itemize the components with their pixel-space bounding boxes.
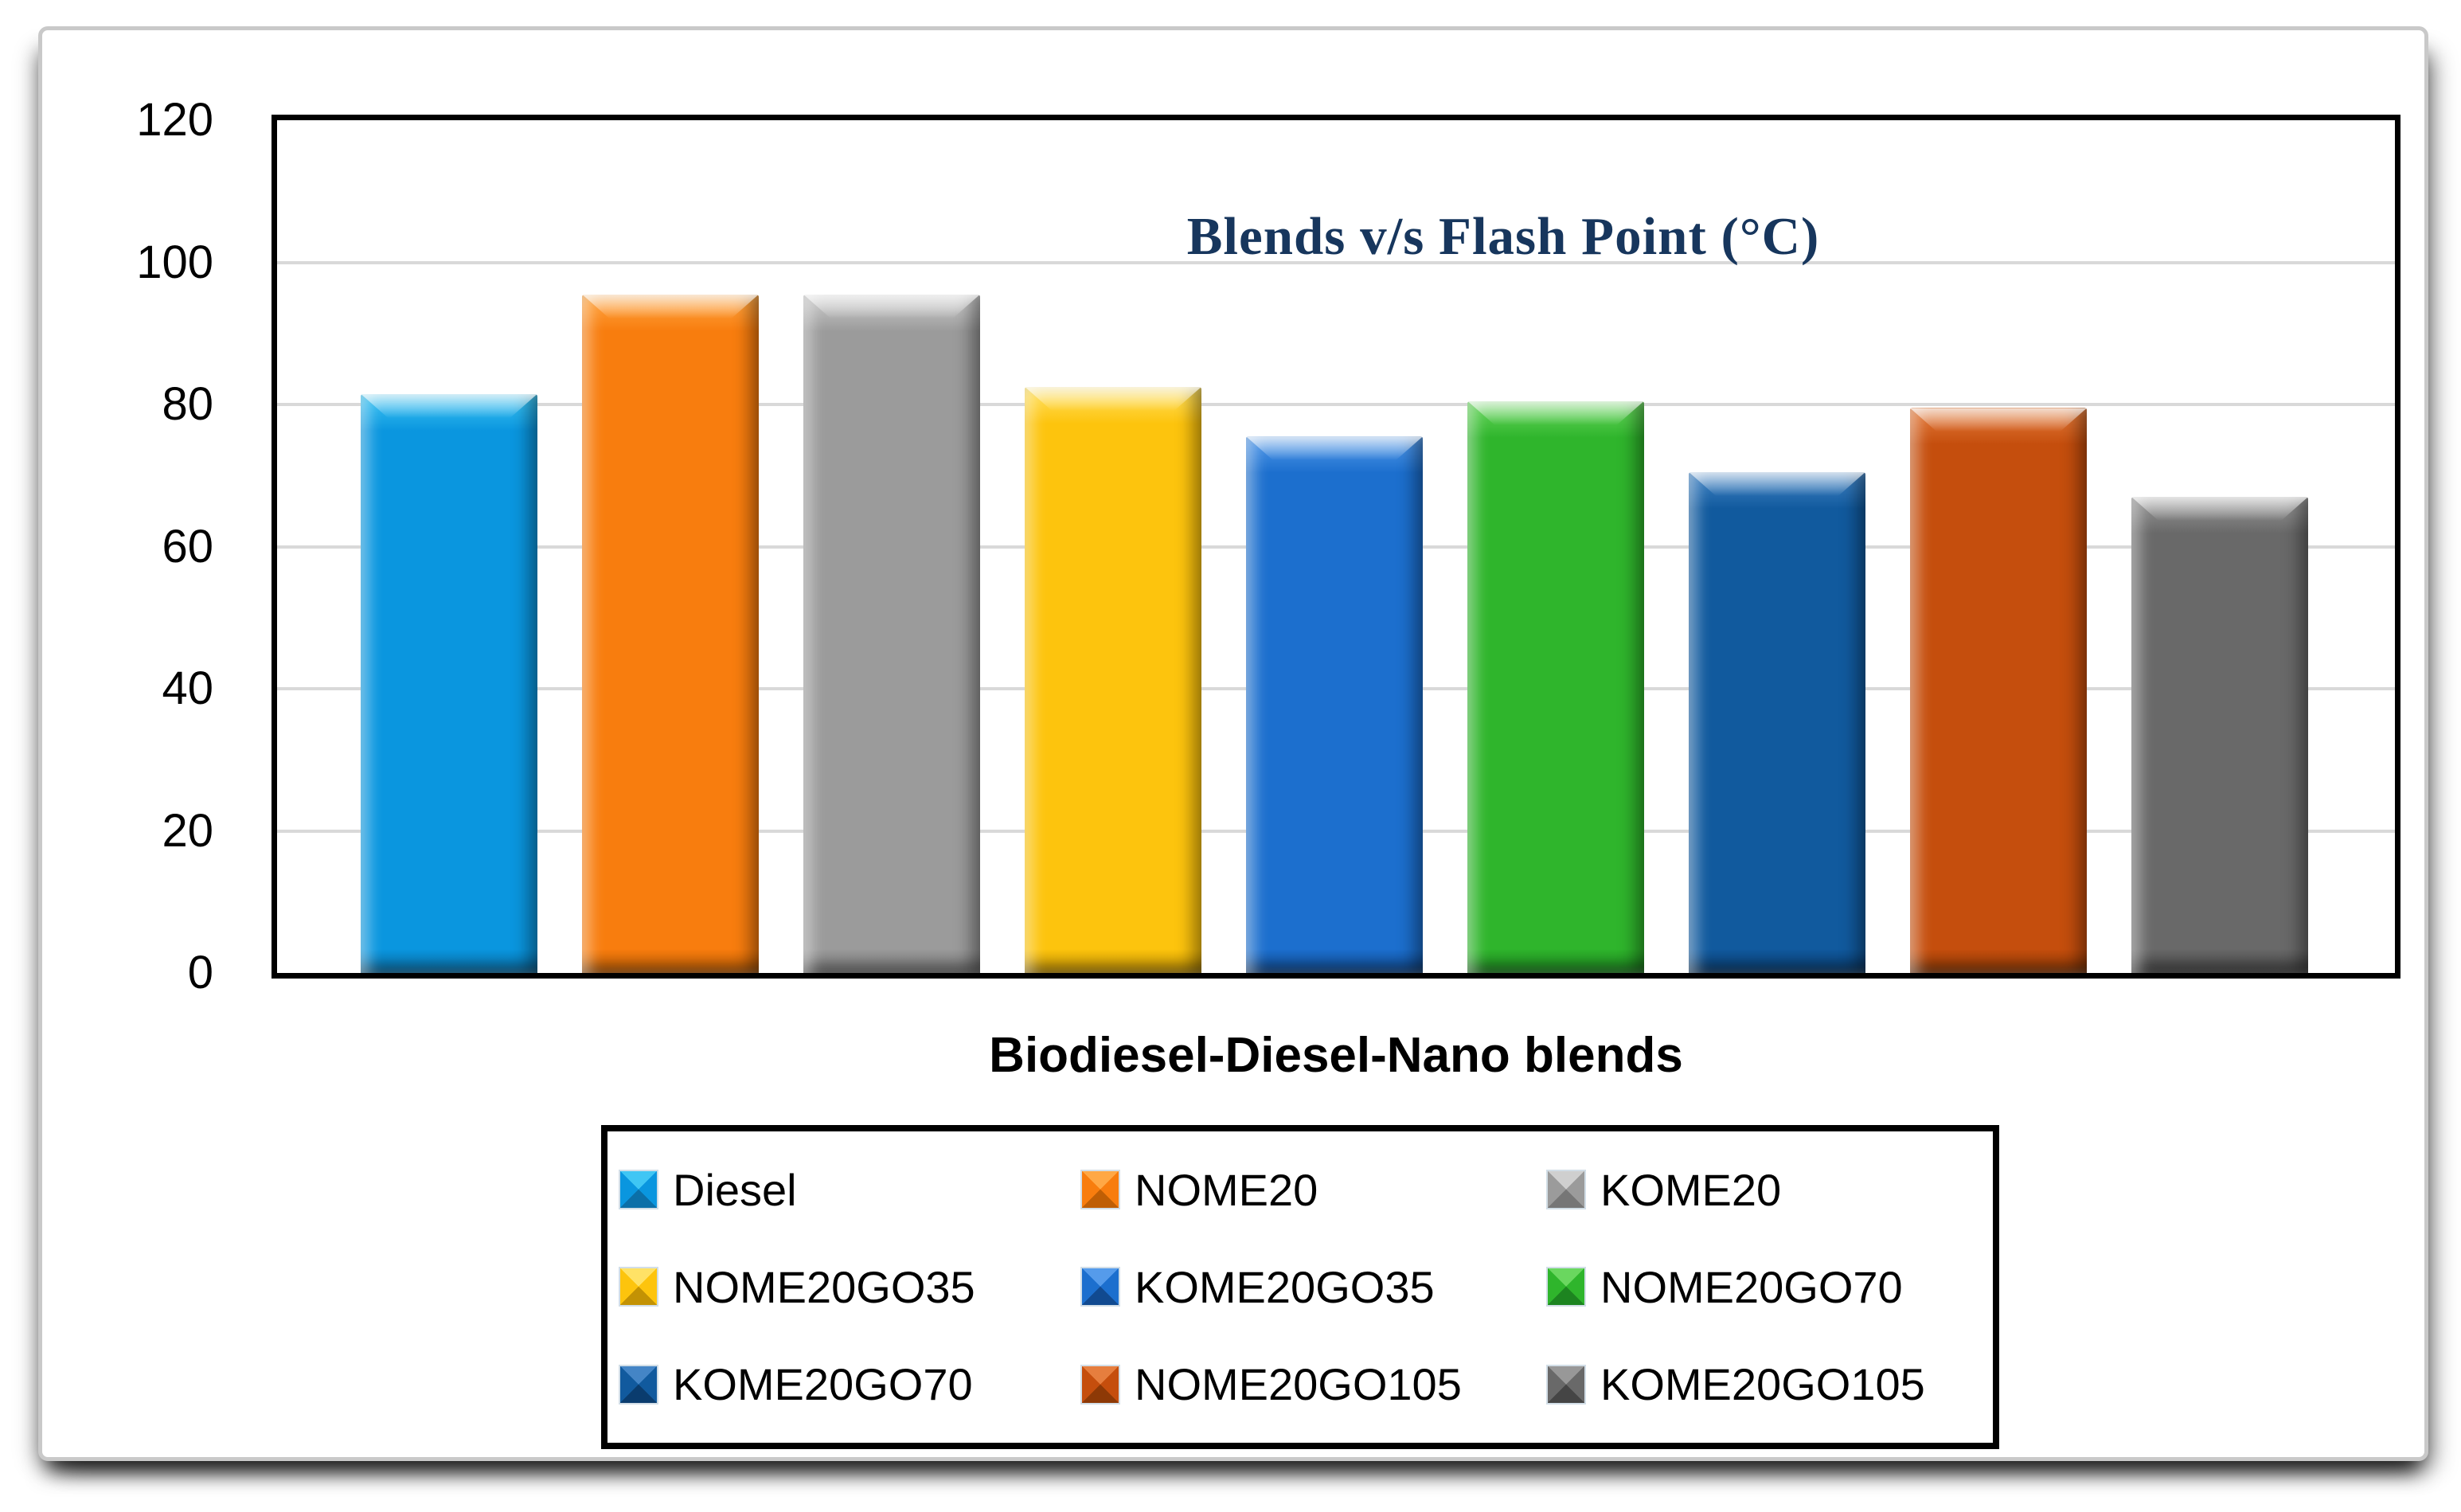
legend-swatch-icon (620, 1171, 657, 1209)
y-tick-label: 80 (162, 378, 213, 430)
bar-diesel (361, 393, 537, 973)
legend-item-kome20go70: KOME20GO70 (620, 1336, 1082, 1433)
legend-item-kome20: KOME20 (1548, 1141, 1993, 1238)
legend-item-label: NOME20GO35 (673, 1261, 975, 1312)
bar-nome20go105 (1910, 408, 2087, 973)
y-tick-label: 20 (162, 804, 213, 857)
legend-item-diesel: Diesel (620, 1141, 1082, 1238)
y-tick-label: 0 (187, 947, 213, 998)
bar-kome20go35 (1246, 436, 1423, 973)
legend-item-label: NOME20 (1135, 1164, 1318, 1215)
legend-item-nome20go105: NOME20GO105 (1082, 1336, 1548, 1433)
legend-swatch-icon (1082, 1268, 1119, 1306)
x-axis-label: Biodiesel-Diesel-Nano blends (989, 1028, 1683, 1083)
plot-area: Blends v/s Flash Point (°C) (271, 115, 2400, 979)
bar-series (277, 120, 2395, 973)
y-tick-label: 120 (136, 94, 213, 146)
legend-item-label: Diesel (673, 1164, 797, 1215)
legend-item-label: KOME20 (1600, 1164, 1782, 1215)
bar-kome20go105 (2131, 497, 2308, 973)
bar-nome20go70 (1467, 400, 1644, 973)
legend-swatch-icon (1548, 1365, 1584, 1403)
gridline (277, 260, 2395, 264)
legend: Diesel NOME20 KOME20 NOME20GO35 KOME20GO35 NO… (601, 1125, 1999, 1449)
legend-swatch-icon (620, 1268, 657, 1306)
legend-item-nome20go70: NOME20GO70 (1548, 1238, 1993, 1335)
legend-swatch-icon (1082, 1171, 1119, 1209)
legend-item-kome20go105: KOME20GO105 (1548, 1336, 1993, 1433)
legend-swatch-icon (1082, 1365, 1119, 1403)
y-tick-label: 60 (162, 520, 213, 572)
chart-title: Blends v/s Flash Point (°C) (1186, 207, 1820, 266)
y-tick-label: 40 (162, 662, 213, 714)
bar-nome20go35 (1025, 386, 1201, 973)
bar-kome20 (803, 294, 980, 973)
legend-item-nome20go35: NOME20GO35 (620, 1238, 1082, 1335)
legend-swatch-icon (1548, 1268, 1584, 1306)
bar-nome20 (582, 294, 759, 973)
legend-swatch-icon (620, 1365, 657, 1403)
legend-item-label: KOME20GO105 (1600, 1359, 1925, 1410)
legend-item-label: KOME20GO70 (673, 1359, 973, 1410)
legend-swatch-icon (1548, 1171, 1584, 1209)
legend-item-label: NOME20GO105 (1135, 1359, 1462, 1410)
legend-item-kome20go35: KOME20GO35 (1082, 1238, 1548, 1335)
gridline (277, 403, 2395, 406)
bar-kome20go70 (1689, 471, 1865, 973)
figure-panel: 120 100 80 60 40 20 0 Blends v/s Flash Point (… (38, 26, 2428, 1461)
legend-item-nome20: NOME20 (1082, 1141, 1548, 1238)
legend-item-label: KOME20GO35 (1135, 1261, 1435, 1312)
legend-item-label: NOME20GO70 (1600, 1261, 1903, 1312)
y-axis-ticks: 120 100 80 60 40 20 0 (42, 94, 213, 998)
y-tick-label: 100 (136, 236, 213, 288)
